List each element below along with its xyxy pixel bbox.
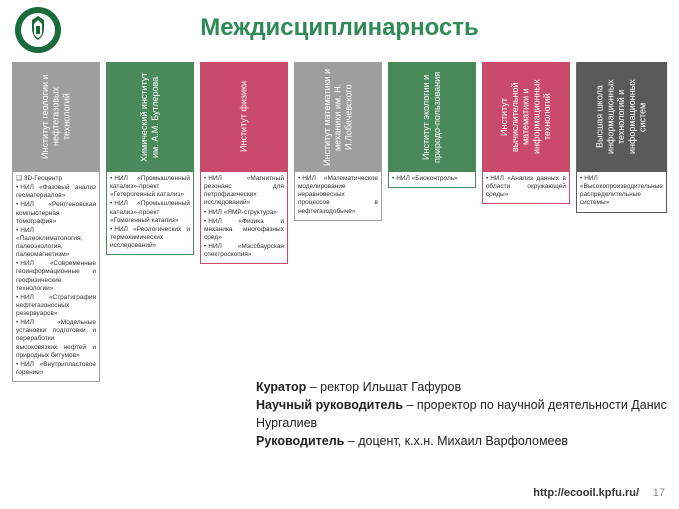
info-line: Руководитель – доцент, к.х.н. Михаил Вар… <box>256 432 679 450</box>
lab-item: НИЛ «Фазовый анализ геоматериалов» <box>16 184 96 200</box>
institute-column: Институт физикиНИЛ «Магнитный резонанс д… <box>200 62 288 382</box>
institute-header: Институт математики и механики им. Н. И.… <box>294 62 382 172</box>
lab-item: 3D-Геоцентр <box>16 175 96 183</box>
institute-header: Институт физики <box>200 62 288 172</box>
lab-item: НИЛ «Магнитный резонанс для петрофизичес… <box>204 175 284 208</box>
lab-item: НИЛ «Палеоклиматология, палеоэкология, п… <box>16 227 96 260</box>
lab-item: НИЛ «Внутрипластовое горение» <box>16 361 96 377</box>
institute-column: Институт математики и механики им. Н. И.… <box>294 62 382 382</box>
lab-item: НИЛ «Физика и механика многофазных сред» <box>204 218 284 242</box>
institute-column: Институт геологии и нефтегазовых техноло… <box>12 62 100 382</box>
lab-item: НИЛ «Высокопроизводительные распределите… <box>580 175 663 208</box>
lab-item: НИЛ «Промышленный катализ»-проект «Гомог… <box>110 200 190 224</box>
lab-item: НИЛ «Рентгеновская компьютерная томограф… <box>16 201 96 225</box>
institute-header: Институт экологии и природо-пользования <box>388 62 476 172</box>
lab-item: НИЛ «Реологических и термохимических исс… <box>110 226 190 250</box>
lab-item: НИЛ «Анализ данных в области окружающей … <box>486 175 566 199</box>
institute-header: Институт вычислительной математики и инф… <box>482 62 570 172</box>
lab-item: НИЛ «Промышленный катализ»-проект «Гетер… <box>110 175 190 199</box>
info-line: Куратор – ректор Ильшат Гафуров <box>256 378 679 396</box>
lab-item: НИЛ «ЯМР-структура» <box>204 209 284 217</box>
curator-info: Куратор – ректор Ильшат ГафуровНаучный р… <box>256 378 679 451</box>
institute-body: НИЛ «Высокопроизводительные распределите… <box>576 172 667 213</box>
lab-item: НИЛ «Стратиграфия нефтегазоносных резерв… <box>16 294 96 318</box>
institute-header: Химический институт им. А.М. Бутлерова <box>106 62 194 172</box>
footer-url: http://ecooil.kpfu.ru/ <box>533 487 639 499</box>
institute-body: НИЛ «Магнитный резонанс для петрофизичес… <box>200 172 288 264</box>
institute-body: 3D-ГеоцентрНИЛ «Фазовый анализ геоматери… <box>12 172 100 382</box>
lab-item: НИЛ «Современные геоинформационные и гео… <box>16 260 96 293</box>
lab-item: НИЛ «Мэссбаурская спектроскопия» <box>204 243 284 259</box>
institutes-columns: Институт геологии и нефтегазовых техноло… <box>12 62 667 382</box>
institute-body: НИЛ «Математическое моделирование неравн… <box>294 172 382 221</box>
institute-column: Химический институт им. А.М. Бутлерова НИ… <box>106 62 194 382</box>
institute-header: Высшая школа информационных технологий и… <box>576 62 667 172</box>
page-title: Междисциплинарность <box>0 14 679 42</box>
institute-body: НИЛ «Анализ данных в области окружающей … <box>482 172 570 204</box>
institute-column: Высшая школа информационных технологий и… <box>576 62 667 382</box>
lab-item: НИЛ «Математическое моделирование неравн… <box>298 175 378 216</box>
institute-body: НИЛ «Промышленный катализ»-проект «Гетер… <box>106 172 194 255</box>
lab-item: НИЛ «Модельные установки подготовки и пе… <box>16 319 96 360</box>
info-line: Научный руководитель – проректор по науч… <box>256 396 679 432</box>
institute-column: Институт вычислительной математики и инф… <box>482 62 570 382</box>
institute-body: НИЛ «Биоконтроль» <box>388 172 476 188</box>
page-number: 17 <box>653 487 665 499</box>
institute-column: Институт экологии и природо-пользования Н… <box>388 62 476 382</box>
lab-item: НИЛ «Биоконтроль» <box>392 175 472 183</box>
institute-header: Институт геологии и нефтегазовых техноло… <box>12 62 100 172</box>
